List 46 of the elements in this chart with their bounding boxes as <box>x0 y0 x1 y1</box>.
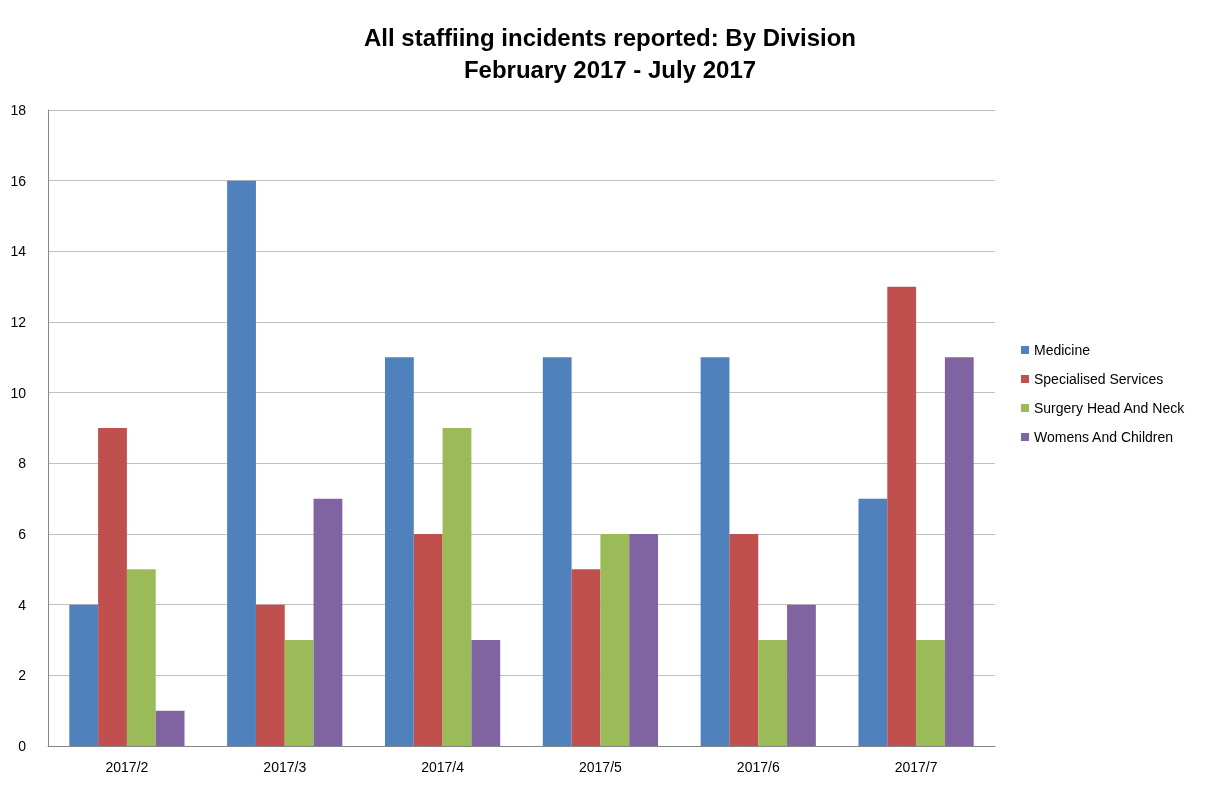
legend-label: Surgery Head And Neck <box>1034 400 1186 416</box>
bar <box>629 534 659 746</box>
bar <box>944 357 974 746</box>
bar <box>542 357 572 746</box>
bar <box>700 357 730 746</box>
legend-label: Specialised Services <box>1034 371 1164 387</box>
bar <box>227 180 256 746</box>
y-tick-label: 2 <box>18 667 27 684</box>
y-tick-label: 12 <box>10 314 27 330</box>
y-tick-label: 16 <box>10 172 27 189</box>
legend-label: Womens And Children <box>1034 429 1174 445</box>
chart-title: All staffiing incidents reported: By Division <box>363 23 857 51</box>
bar <box>126 569 156 746</box>
x-tick-label: 2017/5 <box>579 759 623 775</box>
x-tick-label: 2017/7 <box>894 759 938 775</box>
y-tick-label: 0 <box>18 738 27 754</box>
y-tick-label: 10 <box>10 384 27 401</box>
x-tick-label: 2017/2 <box>105 759 149 775</box>
bar <box>284 640 314 746</box>
x-tick-label: 2017/4 <box>421 759 465 775</box>
bar <box>787 604 816 746</box>
bar <box>155 710 185 746</box>
y-tick-label: 18 <box>10 102 27 118</box>
bar <box>471 640 501 746</box>
y-tick-label: 6 <box>18 526 27 542</box>
x-tick-label: 2017/6 <box>736 759 780 775</box>
bar <box>69 604 99 746</box>
bar <box>384 357 414 746</box>
bar <box>729 534 759 746</box>
bar <box>600 534 630 746</box>
bar <box>413 534 443 746</box>
y-tick-label: 14 <box>10 243 27 260</box>
bar <box>758 640 788 746</box>
bar <box>887 286 917 746</box>
legend-label: Medicine <box>1034 342 1091 358</box>
bar <box>916 640 945 746</box>
bar <box>442 428 472 746</box>
bar <box>98 428 127 746</box>
bar <box>313 498 343 746</box>
bar <box>858 498 888 746</box>
chart-subtitle: February 2017 - July 2017 <box>463 55 757 83</box>
bar <box>255 604 285 746</box>
bar <box>571 569 601 746</box>
y-tick-label: 8 <box>18 455 27 472</box>
y-tick-label: 4 <box>18 596 27 613</box>
x-tick-label: 2017/3 <box>263 759 307 775</box>
